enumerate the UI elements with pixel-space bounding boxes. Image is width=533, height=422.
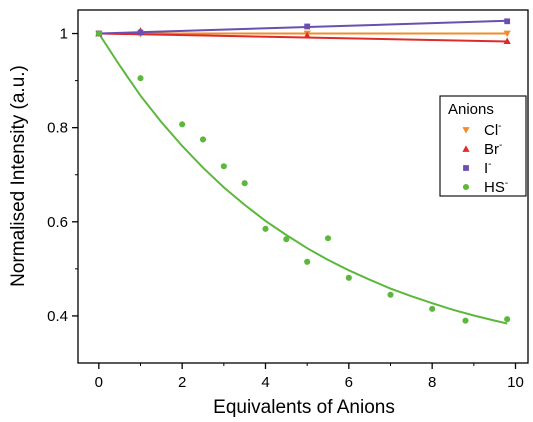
x-tick-label: 6 bbox=[345, 374, 353, 391]
data-point-s3-1 bbox=[137, 75, 144, 82]
data-point-s1-3 bbox=[503, 37, 511, 44]
data-point-s3-14 bbox=[504, 316, 511, 323]
axes: 0 2 4 6 8 10 0.4 0.6 0.8 1 bbox=[47, 9, 529, 391]
fit-line-2 bbox=[98, 19, 508, 35]
data-point-s2-3 bbox=[504, 18, 511, 25]
data-point-s3-11 bbox=[387, 291, 394, 298]
data-point-s3-0 bbox=[95, 30, 102, 37]
legend-title: Anions bbox=[448, 101, 494, 118]
data-point-s3-2 bbox=[179, 121, 186, 128]
data-point-s1-2 bbox=[303, 31, 311, 39]
x-tick-label: 8 bbox=[428, 374, 436, 391]
y-tick-label: 0.6 bbox=[47, 214, 68, 231]
fit-lines bbox=[97, 19, 508, 325]
data-point-s3-3 bbox=[199, 136, 207, 143]
legend-marker-1 bbox=[462, 145, 470, 152]
legend-label-3: HS- bbox=[484, 178, 508, 196]
y-tick-label: 0.4 bbox=[47, 308, 68, 325]
data-point-s2-1 bbox=[137, 29, 144, 36]
y-axis-title: Normalised Intensity (a.u.) bbox=[8, 65, 29, 287]
y-tick-label: 1 bbox=[60, 26, 68, 43]
data-point-s3-6 bbox=[262, 225, 269, 232]
x-tick-label: 0 bbox=[95, 374, 103, 391]
data-points bbox=[95, 18, 511, 324]
plot-frame bbox=[77, 9, 529, 364]
legend-marker-0 bbox=[462, 127, 470, 134]
data-point-s3-5 bbox=[241, 180, 248, 187]
legend-marker-3 bbox=[462, 183, 470, 191]
fit-line-3 bbox=[97, 32, 508, 325]
legend-label-1: Br- bbox=[484, 140, 502, 158]
legend-label-0: Cl- bbox=[484, 121, 502, 139]
legend: Anions Cl-Br-I-HS- bbox=[439, 95, 527, 197]
data-point-s3-9 bbox=[324, 235, 332, 242]
data-point-s3-10 bbox=[345, 274, 352, 281]
data-point-s3-13 bbox=[462, 317, 469, 324]
data-point-s0-3 bbox=[503, 30, 511, 38]
data-point-s3-7 bbox=[283, 236, 290, 243]
x-tick-label: 4 bbox=[261, 374, 269, 391]
data-point-s2-2 bbox=[304, 23, 311, 30]
y-tick-label: 0.8 bbox=[47, 120, 68, 137]
x-tick-label: 2 bbox=[178, 374, 186, 391]
legend-label-2: I- bbox=[484, 159, 492, 177]
data-point-s3-4 bbox=[220, 163, 227, 170]
legend-box bbox=[439, 95, 527, 197]
x-axis-title: Equivalents of Anions bbox=[213, 397, 395, 417]
fit-line-1 bbox=[98, 32, 508, 43]
data-point-s3-8 bbox=[304, 258, 311, 265]
legend-marker-2 bbox=[463, 165, 469, 171]
data-point-s3-12 bbox=[429, 305, 436, 312]
x-tick-label: 10 bbox=[507, 374, 524, 391]
